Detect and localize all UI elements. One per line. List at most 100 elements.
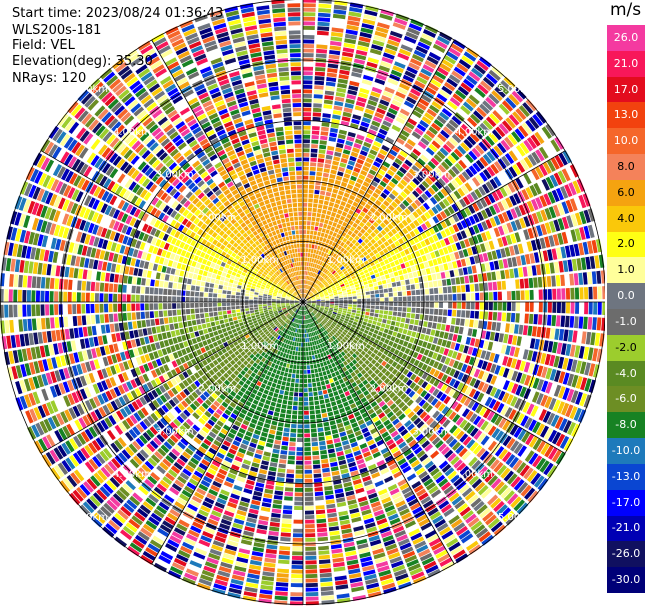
velocity-gate: [307, 207, 312, 212]
noise-gate: [101, 190, 110, 202]
noise-gate: [160, 192, 168, 201]
velocity-gate: [310, 253, 313, 258]
velocity-gate: [330, 298, 334, 301]
noise-gate: [305, 555, 317, 560]
noise-gate: [163, 242, 170, 250]
noise-gate: [84, 234, 91, 245]
velocity-gate: [312, 302, 316, 304]
velocity-gate: [311, 282, 314, 287]
noise-gate: [497, 237, 504, 248]
noise-gate: [368, 169, 377, 176]
noise-gate: [274, 30, 287, 36]
noise-gate: [178, 184, 187, 193]
velocity-gate: [377, 232, 383, 239]
noise-gate: [395, 398, 402, 406]
noise-gate: [402, 125, 413, 134]
velocity-gate: [320, 295, 325, 298]
noise-gate: [140, 44, 154, 55]
noise-gate: [52, 251, 59, 263]
noise-gate: [259, 27, 272, 34]
noise-gate: [117, 303, 122, 312]
noise-gate: [135, 303, 140, 311]
noise-gate: [583, 316, 588, 330]
noise-gate: [503, 490, 515, 502]
velocity-gate: [325, 229, 330, 234]
noise-gate: [296, 451, 303, 456]
noise-gate: [125, 446, 135, 457]
noise-gate: [174, 444, 184, 454]
noise-gate: [509, 424, 519, 436]
velocity-gate: [311, 287, 314, 292]
noise-gate: [551, 431, 562, 445]
noise-gate: [123, 322, 129, 331]
velocity-gate: [331, 285, 336, 289]
velocity-gate: [408, 260, 415, 266]
velocity-gate: [324, 196, 330, 201]
noise-gate: [369, 149, 378, 156]
noise-gate: [355, 101, 366, 108]
noise-gate: [455, 553, 469, 564]
noise-gate: [95, 347, 102, 357]
noise-gate: [320, 590, 334, 596]
noise-gate: [359, 125, 368, 132]
noise-gate: [252, 546, 264, 553]
noise-gate: [72, 365, 79, 377]
noise-gate: [296, 456, 303, 461]
noise-gate: [126, 256, 132, 266]
noise-gate: [325, 81, 336, 87]
noise-gate: [446, 195, 454, 205]
noise-gate: [455, 277, 461, 285]
noise-gate: [66, 254, 72, 266]
noise-gate: [389, 103, 400, 112]
noise-gate: [108, 303, 113, 313]
velocity-gate: [306, 296, 310, 299]
noise-gate: [514, 219, 522, 230]
velocity-gate: [449, 325, 455, 333]
noise-gate: [290, 53, 301, 58]
noise-gate: [259, 23, 272, 29]
noise-gate: [588, 302, 593, 315]
noise-gate: [126, 294, 131, 302]
noise-gate: [284, 491, 293, 497]
velocity-gate: [325, 299, 330, 301]
velocity-gate: [428, 281, 434, 288]
noise-gate: [375, 26, 389, 34]
noise-gate: [236, 451, 245, 459]
noise-gate: [230, 75, 241, 82]
velocity-gate: [356, 193, 363, 200]
noise-gate: [235, 514, 246, 521]
noise-gate: [239, 467, 249, 474]
noise-gate: [100, 203, 108, 214]
noise-gate: [502, 224, 509, 235]
noise-gate: [391, 145, 400, 153]
noise-gate: [456, 285, 461, 293]
noise-gate: [510, 396, 518, 407]
velocity-gate: [441, 255, 447, 264]
noise-gate: [493, 215, 501, 226]
noise-gate: [131, 303, 136, 311]
noise-gate: [438, 89, 450, 99]
noise-gate: [400, 129, 410, 138]
noise-gate: [579, 287, 584, 300]
noise-gate: [197, 134, 207, 143]
noise-gate: [452, 427, 462, 437]
noise-gate: [529, 184, 538, 197]
noise-gate: [393, 525, 405, 534]
noise-gate: [394, 17, 408, 26]
noise-gate: [471, 478, 483, 489]
noise-gate: [62, 227, 70, 239]
noise-gate: [360, 504, 371, 512]
velocity-gate: [319, 266, 323, 271]
noise-gate: [250, 555, 263, 562]
noise-gate: [255, 482, 265, 488]
noise-gate: [361, 560, 374, 568]
noise-gate: [227, 472, 237, 480]
noise-gate: [434, 345, 441, 353]
velocity-gate: [375, 199, 382, 207]
noise-gate: [4, 304, 9, 318]
noise-gate: [203, 125, 213, 133]
noise-gate: [204, 561, 218, 569]
noise-gate: [436, 232, 443, 240]
velocity-gate: [445, 254, 451, 262]
velocity-gate: [306, 297, 310, 300]
